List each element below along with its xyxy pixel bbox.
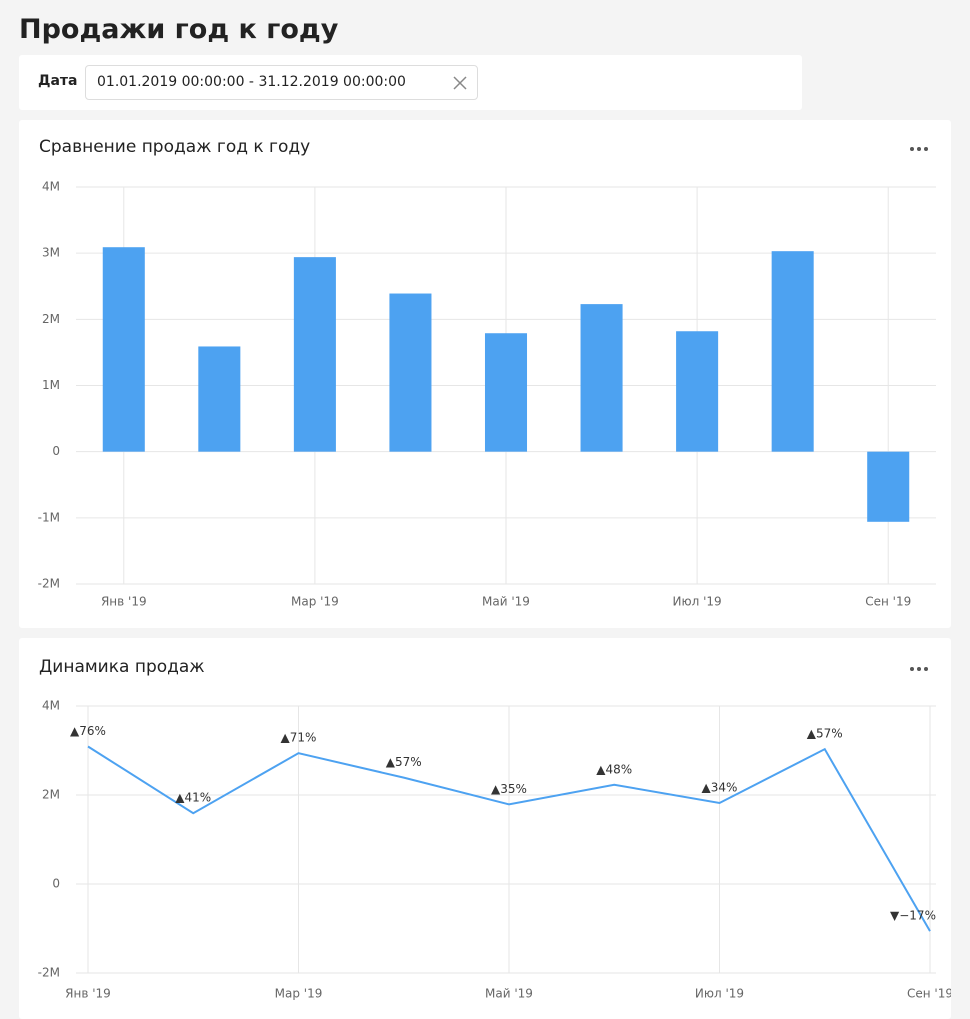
y-tick-label: 2M (42, 788, 60, 802)
date-value: 01.01.2019 00:00:00 - 31.12.2019 00:00:0… (97, 74, 406, 90)
filter-label: Дата (38, 73, 78, 89)
bar (102, 247, 145, 452)
chart-title: Динамика продаж (39, 657, 205, 677)
bar (676, 331, 719, 452)
x-tick-label: Май '19 (485, 987, 533, 1001)
x-tick-label: Июл '19 (695, 987, 744, 1001)
y-tick-label: -1M (38, 510, 60, 524)
x-tick-label: Мар '19 (291, 595, 339, 609)
data-label: ▼−17% (890, 909, 936, 923)
y-tick-label: 4M (42, 699, 60, 713)
menu-icon[interactable] (909, 146, 929, 152)
data-label: ▲57% (807, 727, 843, 741)
x-tick-label: Янв '19 (101, 595, 147, 609)
clear-icon[interactable] (453, 76, 467, 90)
bar (867, 451, 910, 522)
bar (580, 304, 623, 452)
data-label: ▲71% (281, 731, 317, 745)
chart: Янв '19 Мар '19 Май '19 Июл '19 Сен '19 -2M 0 2… (38, 699, 951, 1001)
chart: Янв '19 Мар '19 Май '19 Июл '19 Сен '19 -2M -1… (38, 180, 936, 609)
bar (198, 346, 241, 452)
x-tick-label: Мар '19 (275, 987, 323, 1001)
y-tick-label: 0 (52, 444, 60, 458)
x-tick-label: Май '19 (482, 595, 530, 609)
y-tick-label: 3M (42, 246, 60, 260)
filter-panel: Дата 01.01.2019 00:00:00 - 31.12.2019 00… (19, 55, 802, 110)
data-label: ▲48% (596, 762, 632, 776)
x-tick-label: Сен '19 (907, 987, 951, 1001)
data-label: ▲34% (702, 781, 738, 795)
y-tick-label: -2M (38, 577, 60, 591)
x-tick-label: Сен '19 (865, 595, 911, 609)
date-input[interactable]: 01.01.2019 00:00:00 - 31.12.2019 00:00:0… (85, 65, 478, 100)
line (87, 745, 931, 932)
dashboard-title: Продажи год к году (19, 14, 339, 45)
bar (484, 333, 528, 452)
y-tick-label: -2M (38, 966, 60, 980)
bar (293, 257, 336, 452)
chart-panel: Динамика продаж Янв '19 Мар '19 Май '19 Июл… (19, 638, 951, 1019)
x-tick-label: Июл '19 (673, 595, 722, 609)
data-label: ▲76% (70, 724, 106, 738)
x-tick-label: Янв '19 (65, 987, 111, 1001)
y-tick-label: 0 (52, 877, 60, 891)
menu-icon[interactable] (909, 666, 929, 672)
chart-panel: Сравнение продаж год к году Янв '19 Мар '… (19, 120, 951, 628)
data-label: ▲57% (386, 755, 422, 769)
y-tick-label: 2M (42, 312, 60, 326)
data-label: ▲41% (175, 791, 211, 805)
y-tick-label: 4M (42, 180, 60, 194)
chart-title: Сравнение продаж год к году (39, 137, 311, 157)
bar (389, 293, 432, 452)
data-label: ▲35% (491, 782, 527, 796)
y-tick-label: 1M (42, 378, 60, 392)
bar (771, 251, 814, 452)
